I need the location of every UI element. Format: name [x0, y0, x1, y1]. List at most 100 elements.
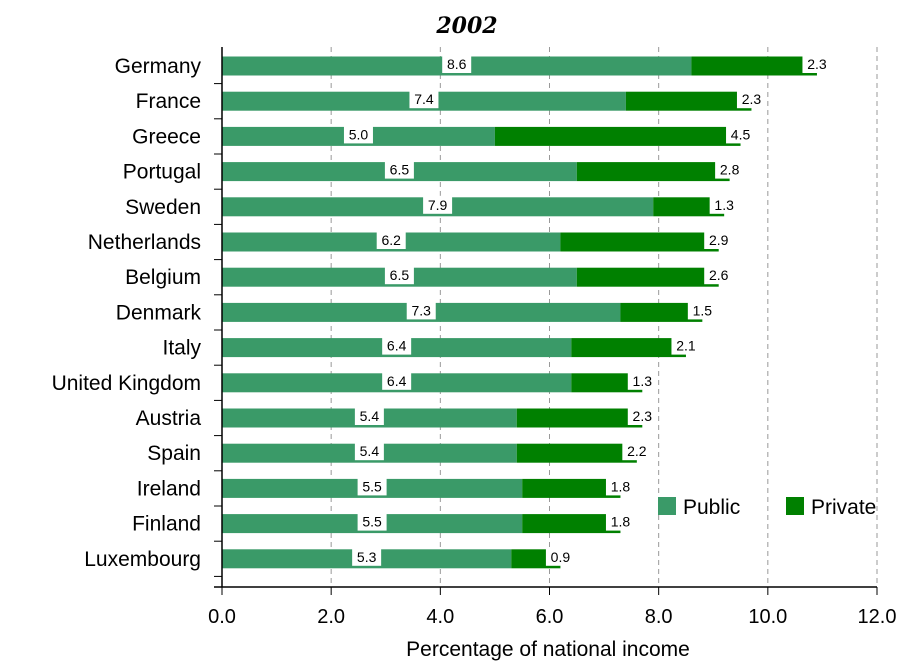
x-tick-label: 6.0 — [536, 606, 564, 628]
data-label-public: 8.6 — [447, 56, 467, 72]
x-tick-label: 0.0 — [208, 606, 236, 628]
category-label: Finland — [132, 513, 201, 536]
bar-private-1 — [625, 91, 752, 111]
data-label-private: 1.8 — [611, 514, 631, 530]
bar-private-7 — [620, 302, 703, 322]
data-label-private: 0.9 — [551, 549, 571, 565]
data-label-bg — [376, 231, 406, 249]
data-label-bg — [384, 160, 414, 179]
data-label-bg — [354, 442, 384, 461]
data-label-bg — [736, 90, 766, 109]
data-label-bg — [384, 266, 414, 285]
data-label-bg — [627, 407, 657, 425]
data-label-bg — [357, 512, 387, 531]
bar-private-9 — [571, 373, 643, 393]
category-label: Portugal — [123, 161, 201, 184]
bar-private-10 — [516, 408, 643, 428]
data-label-private: 2.3 — [633, 408, 653, 424]
data-label-private: 2.1 — [676, 338, 696, 354]
data-label-bg — [709, 195, 739, 214]
category-label: United Kingdom — [52, 372, 201, 395]
bar-private-3 — [576, 162, 730, 182]
category-label: Netherlands — [88, 231, 201, 254]
data-label-bg — [382, 336, 412, 355]
data-label-bg — [343, 125, 373, 144]
data-label-public: 6.4 — [387, 373, 407, 389]
data-label-public: 7.4 — [414, 91, 434, 107]
data-label-bg — [354, 407, 384, 425]
category-label: Spain — [147, 442, 201, 465]
legend-label-private: Private — [811, 496, 876, 519]
bar-private-4 — [653, 197, 725, 217]
data-label-private: 2.6 — [709, 267, 729, 283]
data-label-public: 5.0 — [349, 126, 369, 142]
legend-swatch-private — [786, 497, 804, 515]
data-label-bg — [605, 477, 635, 496]
data-label-private: 2.9 — [709, 232, 729, 248]
data-label-bg — [622, 442, 652, 461]
legend: Public Private — [658, 496, 876, 519]
data-label-bg — [715, 160, 745, 179]
bar-private-11 — [516, 443, 637, 463]
x-tick-label: 8.0 — [645, 606, 673, 628]
data-label-bg — [671, 336, 701, 355]
data-label-bg — [726, 125, 756, 144]
data-label-private: 4.5 — [731, 126, 751, 142]
data-label-bg — [802, 55, 832, 73]
category-label: Austria — [136, 407, 202, 430]
data-label-bg — [357, 477, 387, 496]
bar-private-12 — [522, 478, 621, 498]
x-tick-label: 12.0 — [858, 606, 897, 628]
data-label-public: 6.5 — [390, 267, 410, 283]
data-label-bg — [423, 195, 453, 214]
data-label-private: 1.3 — [714, 197, 734, 213]
category-label: Ireland — [137, 477, 201, 500]
data-label-bg — [687, 301, 717, 320]
data-label-bg — [352, 547, 382, 566]
data-label-public: 5.3 — [357, 549, 377, 565]
data-label-public: 7.9 — [428, 197, 448, 213]
bar-private-6 — [576, 267, 719, 287]
data-label-bg — [545, 547, 575, 566]
chart-title: 2002 — [435, 13, 497, 39]
data-label-private: 2.2 — [627, 443, 647, 459]
data-label-bg — [406, 301, 436, 320]
data-label-bg — [627, 371, 657, 390]
data-label-public: 5.4 — [360, 408, 380, 424]
data-label-bg — [442, 55, 472, 73]
category-label: Greece — [132, 125, 201, 148]
data-label-bg — [704, 266, 734, 285]
data-label-private: 2.3 — [807, 56, 827, 72]
data-label-public: 6.2 — [381, 232, 401, 248]
data-label-public: 7.3 — [411, 302, 431, 318]
data-label-private: 2.3 — [742, 91, 762, 107]
data-label-public: 5.5 — [362, 478, 382, 494]
axes: 0.0 2.0 4.0 6.0 8.0 10.0 12.0 — [208, 47, 896, 628]
data-label-bg — [704, 231, 734, 249]
category-label: Luxembourg — [84, 548, 201, 571]
category-label: Belgium — [125, 266, 201, 289]
data-label-public: 5.4 — [360, 443, 380, 459]
data-label-bg — [382, 371, 412, 390]
legend-label-public: Public — [683, 496, 740, 519]
x-tick-label: 4.0 — [426, 606, 454, 628]
data-label-bg — [409, 90, 439, 109]
bar-private-5 — [560, 232, 719, 252]
category-label: Italy — [162, 337, 201, 360]
data-label-public: 5.5 — [362, 514, 382, 530]
category-label: France — [136, 90, 201, 113]
x-tick-label: 10.0 — [748, 606, 787, 628]
data-label-private: 2.8 — [720, 162, 740, 178]
category-label: Germany — [115, 55, 202, 78]
bar-private-0 — [691, 56, 817, 76]
data-label-bg — [605, 512, 635, 531]
x-tick-label: 2.0 — [317, 606, 345, 628]
data-label-public: 6.5 — [390, 162, 410, 178]
data-label-private: 1.3 — [633, 373, 653, 389]
bar-private-2 — [494, 126, 741, 146]
data-label-public: 6.4 — [387, 338, 407, 354]
data-label-private: 1.8 — [611, 478, 631, 494]
data-labels: 8.6 2.3 7.4 2.3 5.0 4.5 6.5 2.8 7.9 1.3 6.2 2.9 6.5 2… — [343, 55, 832, 566]
data-label-private: 1.5 — [693, 302, 713, 318]
